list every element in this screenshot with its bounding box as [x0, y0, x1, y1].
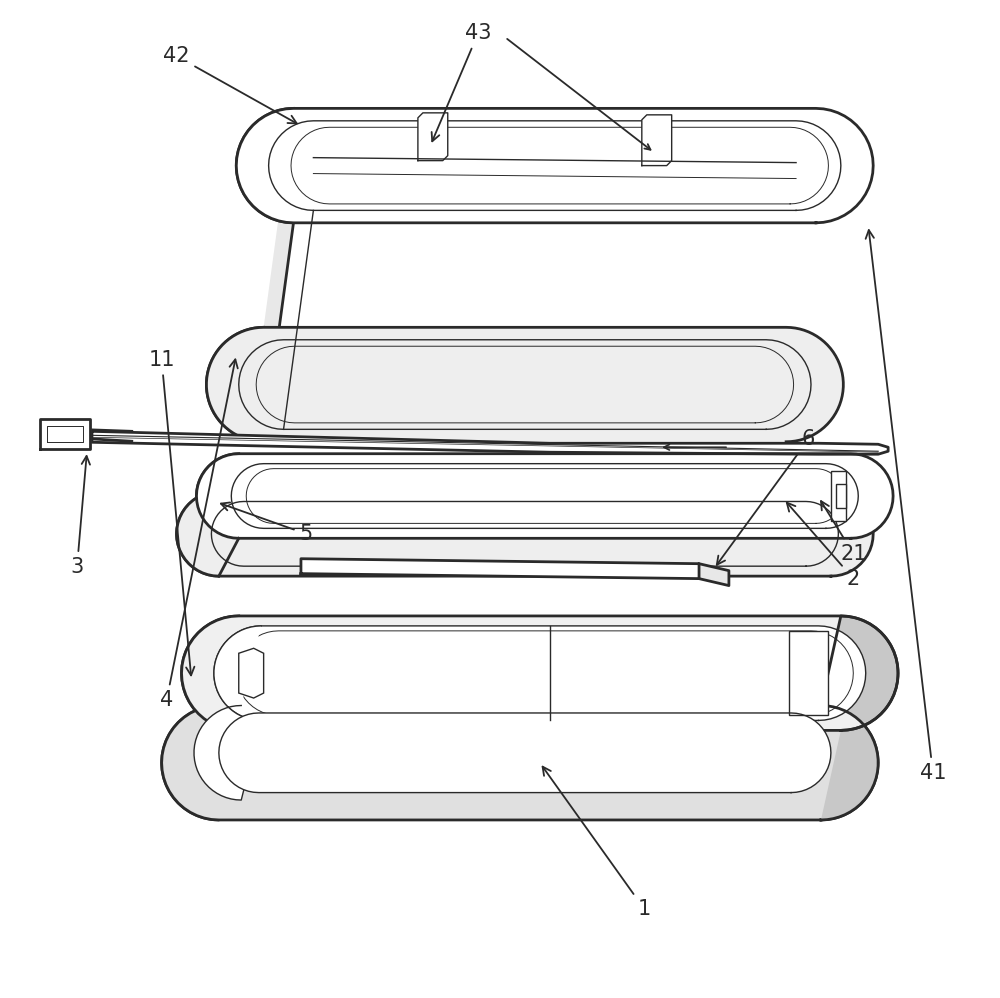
Polygon shape [831, 471, 846, 521]
Polygon shape [219, 713, 831, 792]
Polygon shape [821, 616, 898, 820]
Polygon shape [194, 626, 261, 800]
Text: 1: 1 [543, 766, 651, 919]
Polygon shape [836, 484, 846, 508]
Polygon shape [92, 431, 888, 454]
Text: 3: 3 [70, 456, 90, 577]
Text: 2: 2 [787, 503, 860, 589]
Polygon shape [206, 109, 293, 442]
Polygon shape [162, 706, 878, 820]
Polygon shape [699, 564, 729, 586]
Text: 42: 42 [163, 46, 297, 124]
Polygon shape [206, 327, 843, 442]
Polygon shape [214, 626, 866, 721]
Polygon shape [182, 616, 898, 731]
Polygon shape [196, 454, 893, 538]
Text: 21: 21 [821, 501, 867, 564]
Polygon shape [301, 559, 699, 579]
Polygon shape [418, 113, 448, 161]
Polygon shape [162, 616, 239, 820]
Polygon shape [789, 631, 828, 716]
Polygon shape [177, 492, 873, 576]
Text: 43: 43 [432, 23, 491, 142]
Polygon shape [177, 454, 239, 576]
Polygon shape [236, 109, 873, 223]
Text: 4: 4 [160, 359, 238, 710]
Text: 11: 11 [148, 349, 194, 676]
Text: 6: 6 [717, 429, 815, 565]
Polygon shape [239, 649, 264, 698]
Text: 5: 5 [221, 502, 313, 544]
Polygon shape [269, 121, 841, 211]
Polygon shape [642, 115, 672, 166]
Polygon shape [40, 419, 90, 449]
Text: 41: 41 [866, 231, 946, 782]
